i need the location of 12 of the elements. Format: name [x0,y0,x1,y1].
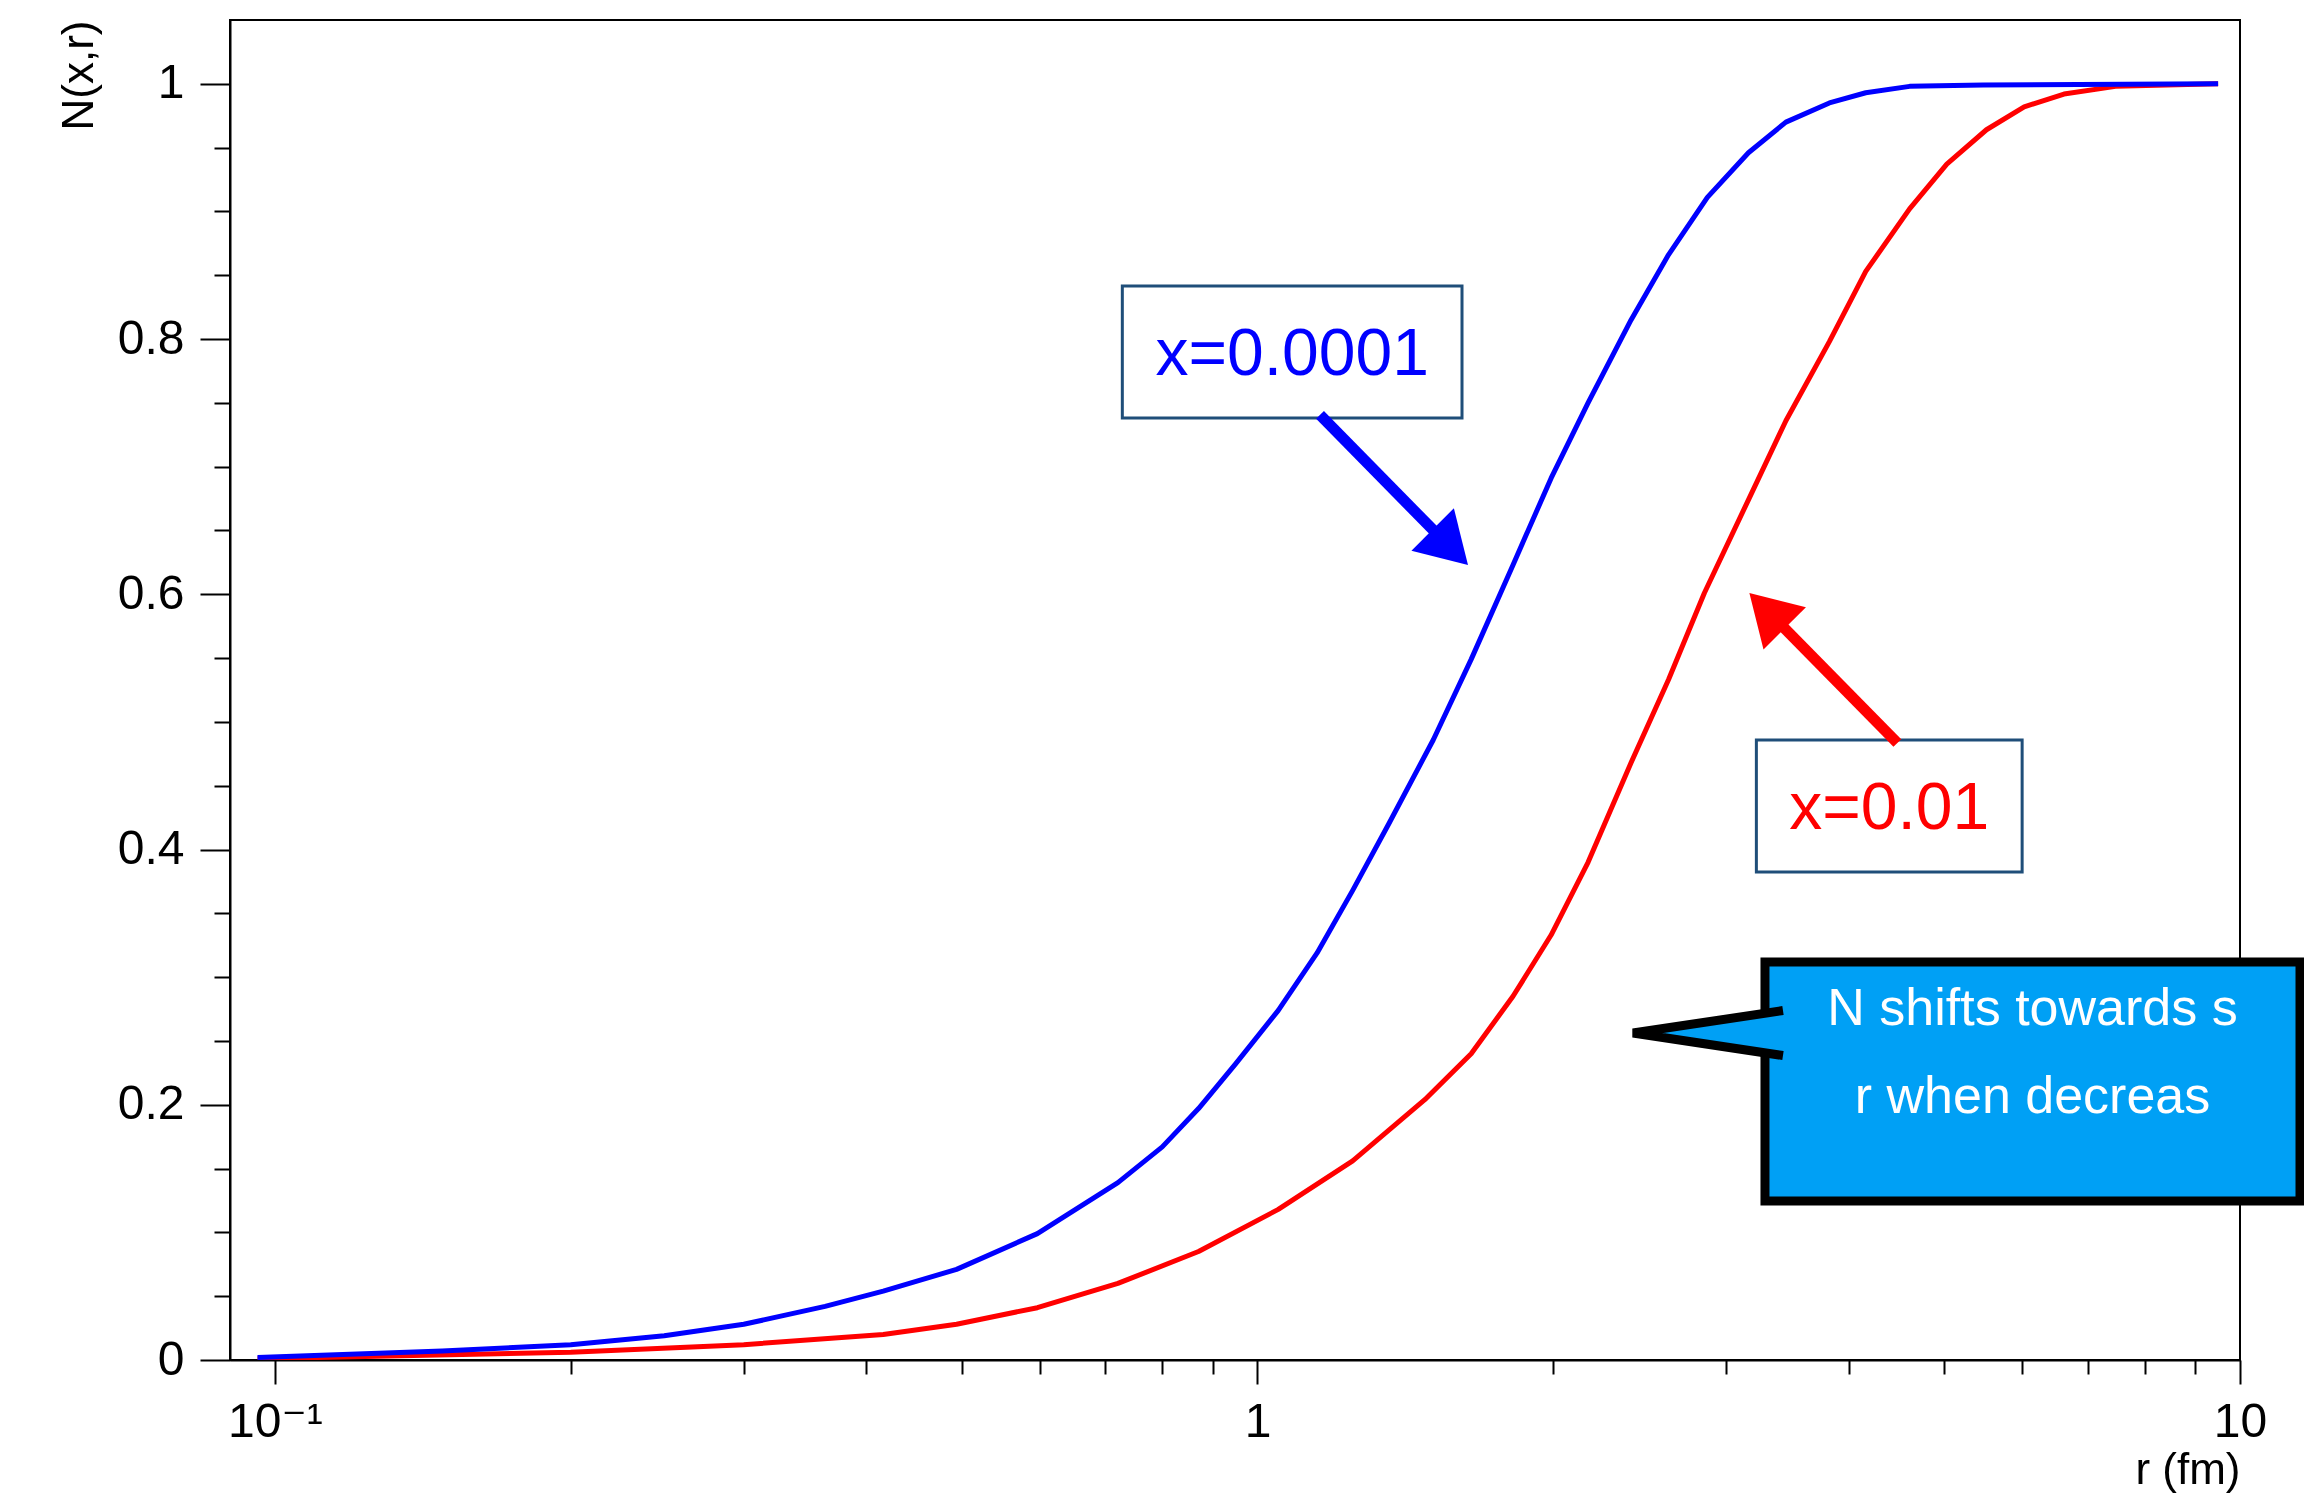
x-tick-label: 10⁻¹ [228,1393,323,1447]
x-tick-label: 1 [1244,1393,1272,1447]
y-tick-label: 0.2 [117,1076,185,1130]
y-tick-label: 1 [157,55,185,109]
annotation: N shifts towards s r when decreas [1827,978,2238,1125]
y-tick-label: 0.8 [117,310,185,364]
y-tick-label: 0 [157,1331,185,1385]
y-axis-title: N(x,r) [52,20,102,131]
legend-label: x=0.01 [1789,769,1990,844]
y-tick-label: 0.4 [117,821,185,875]
text: x=0.0001 [1155,314,1429,389]
y-tick-label: 0.6 [117,565,185,619]
